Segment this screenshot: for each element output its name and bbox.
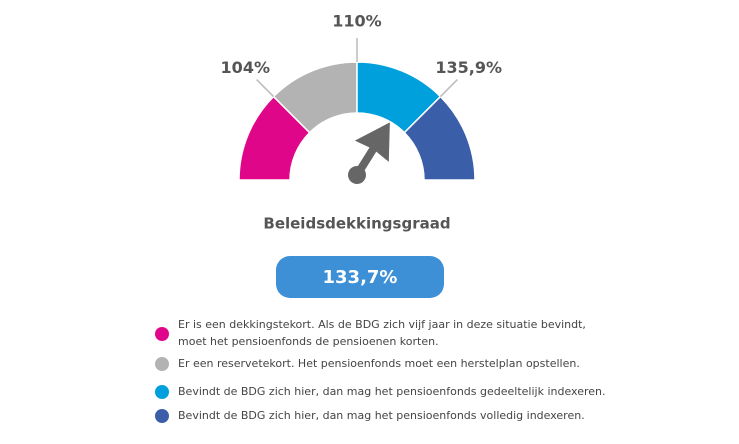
threshold-label: 110%: [332, 12, 381, 31]
threshold-label: 104%: [221, 58, 270, 77]
value-pill: [276, 256, 444, 298]
needle-arrow: [353, 122, 390, 178]
legend-text: Bevindt de BDG zich hier, dan mag het pe…: [178, 385, 606, 398]
gauge: 104% 110% 135,9%: [221, 12, 502, 181]
gauge-segment: [403, 95, 476, 181]
legend-swatch: [155, 409, 169, 423]
legend-swatch: [155, 385, 169, 399]
legend: Er is een dekkingstekort. Als de BDG zic…: [155, 318, 606, 423]
legend-text: moet het pensioenfonds de pensioenen kor…: [178, 335, 439, 348]
needle: [348, 122, 390, 184]
legend-swatch: [155, 327, 169, 341]
threshold-label: 135,9%: [435, 58, 502, 77]
legend-text: Bevindt de BDG zich hier, dan mag het pe…: [178, 409, 585, 422]
legend-text: Er is een dekkingstekort. Als de BDG zic…: [178, 318, 586, 331]
threshold-line: [256, 79, 275, 98]
legend-text: Er een reservetekort. Het pensioenfonds …: [178, 357, 580, 370]
gauge-value: 133,7%: [323, 267, 398, 288]
legend-swatch: [155, 357, 169, 371]
threshold-line: [439, 79, 458, 98]
gauge-title: Beleidsdekkingsgraad: [263, 215, 450, 233]
